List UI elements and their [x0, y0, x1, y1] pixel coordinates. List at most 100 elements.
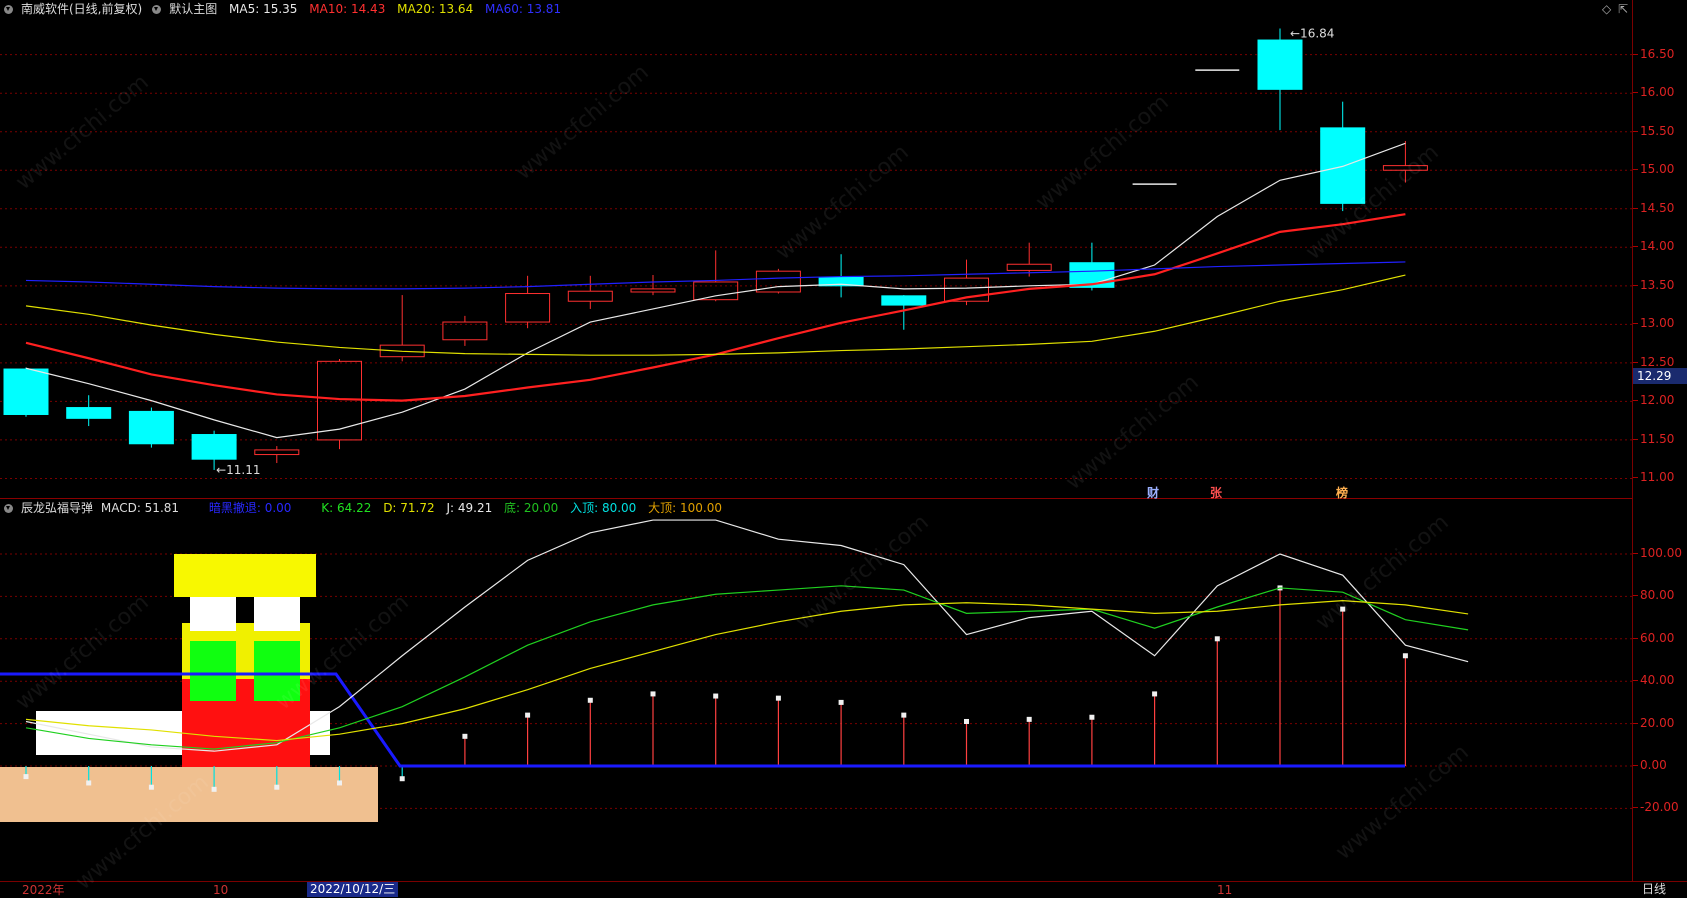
indicator-header: 辰龙弘福导弹 MACD: 51.81 暗黑撤退: 0.00 K: 64.22 D…	[0, 499, 730, 517]
price-tick-label: 14.50	[1633, 201, 1674, 215]
macd-bar-cap	[1214, 636, 1220, 642]
macd-bar-cap	[650, 691, 656, 697]
dark-retreat-value: 暗黑撤退: 0.00	[208, 501, 292, 515]
big-top-value: 大顶: 100.00	[648, 501, 722, 515]
price-tick-label: 12.50	[1633, 355, 1674, 369]
macd-bar-cap	[901, 712, 907, 718]
d-value: D: 71.72	[383, 501, 435, 515]
indicator-axis: 100.00 80.00 60.00 40.00 20.00 0.00 -20.00	[1633, 499, 1687, 881]
price-axis: 16.50 16.00 15.50 15.00 14.50 14.00 13.50 13.00…	[1633, 0, 1687, 498]
k-value: K: 64.22	[321, 501, 372, 515]
macd-bar-cap	[587, 697, 593, 703]
signal-block-green-left	[190, 641, 236, 701]
indicator-tick-label: 20.00	[1633, 716, 1674, 730]
current-price-marker: 12.29	[1633, 368, 1687, 384]
indicator-tick-label: 100.00	[1633, 546, 1682, 560]
macd-bar-cap	[1026, 716, 1032, 722]
high-price-label: ←16.84	[1290, 26, 1334, 40]
indicator-tick-label: 0.00	[1633, 758, 1667, 772]
macd-bar-cap	[399, 776, 405, 782]
candle-up	[944, 277, 989, 302]
k-line	[25, 585, 1469, 750]
indicator-tick-label: 80.00	[1633, 588, 1674, 602]
date-axis: 2022年 10 11	[0, 881, 1687, 898]
macd-bar-cap	[964, 718, 969, 724]
macd-bar-cap	[838, 699, 844, 705]
macd-bar-cap	[1402, 653, 1408, 659]
macd-bar-cap	[1089, 714, 1095, 720]
candle-up	[693, 281, 739, 301]
macd-bar-cap	[23, 774, 29, 780]
low-price-label: ←11.11	[216, 463, 260, 477]
candle-down	[128, 410, 174, 445]
ma60-line	[25, 261, 1406, 290]
bottom-value: 底: 20.00	[504, 501, 559, 515]
price-tick-label: 15.50	[1633, 124, 1674, 138]
candle-up	[1382, 165, 1428, 171]
indicator-tick-label: 60.00	[1633, 631, 1674, 645]
signal-block-green-right	[254, 641, 300, 701]
enter-top-value: 入顶: 80.00	[570, 501, 637, 515]
event-finance-marker[interactable]: 财	[1147, 486, 1160, 500]
stock-name-label[interactable]: 南威软件(日线,前复权)	[21, 2, 143, 16]
macd-bar-cap	[462, 733, 468, 739]
candle-down	[881, 295, 927, 306]
dark-retreat-line	[0, 672, 1405, 768]
macd-bar-cap	[525, 712, 531, 718]
month-oct-label: 10	[213, 883, 229, 897]
price-chart[interactable]: ←16.84 ←11.11	[0, 0, 1632, 498]
macd-value: MACD: 51.81	[100, 501, 180, 515]
collapse-menu-icon[interactable]	[4, 5, 13, 14]
price-tick-label: 11.00	[1633, 470, 1674, 484]
candle-up	[755, 270, 801, 293]
event-dragon-tiger-marker[interactable]: 榜	[1336, 486, 1349, 500]
candle-up	[317, 360, 362, 441]
d-line	[25, 600, 1469, 742]
expand-arrow-icon[interactable]: ⇱	[1618, 2, 1629, 16]
signal-block-white-left	[190, 597, 236, 631]
macd-bar-cap	[775, 695, 781, 701]
macd-bar-cap	[713, 693, 719, 699]
ma5-value: MA5: 15.35	[229, 2, 298, 16]
candle-up	[254, 449, 300, 456]
indicator-chart[interactable]	[0, 499, 1632, 881]
price-tick-label: 12.00	[1633, 393, 1674, 407]
template-name-label[interactable]: 默认主图	[169, 2, 218, 16]
price-tick-label: 16.50	[1633, 47, 1674, 61]
indicator-panel[interactable]: 辰龙弘福导弹 MACD: 51.81 暗黑撤退: 0.00 K: 64.22 D…	[0, 499, 1633, 881]
price-tick-label: 13.50	[1633, 278, 1674, 292]
macd-bar-cap	[211, 786, 217, 792]
ma20-value: MA20: 13.64	[397, 2, 474, 16]
price-tick-label: 14.00	[1633, 239, 1674, 253]
candle-down	[1257, 39, 1303, 90]
macd-bar-cap	[337, 780, 342, 786]
candle-up	[630, 288, 676, 293]
candle-down	[1320, 127, 1366, 204]
main-chart-header: 南威软件(日线,前复权) 默认主图 MA5: 15.35 MA10: 14.43 …	[0, 0, 569, 18]
price-tick-label: 13.00	[1633, 316, 1674, 330]
ma10-line	[25, 213, 1406, 402]
j-value: J: 49.21	[446, 501, 493, 515]
j-line	[25, 519, 1469, 752]
candle-up	[505, 293, 551, 323]
ma20-line	[25, 274, 1406, 356]
candle-up	[442, 321, 488, 341]
indicator-tick-label: -20.00	[1633, 800, 1679, 814]
period-label[interactable]: 日线	[1642, 882, 1667, 896]
indicator-name[interactable]: 辰龙弘福导弹	[21, 501, 94, 515]
candle-down	[191, 434, 237, 460]
candle-up	[1006, 263, 1052, 271]
ma60-value: MA60: 13.81	[485, 2, 562, 16]
candle-down	[3, 368, 49, 415]
indicator-menu-icon[interactable]	[4, 504, 13, 513]
candle-up	[379, 344, 425, 358]
signal-block-yellow-top	[174, 554, 316, 597]
macd-bar-cap	[148, 784, 154, 790]
diamond-icon[interactable]: ◇	[1602, 2, 1612, 16]
event-limit-up-marker[interactable]: 张	[1210, 486, 1223, 500]
main-chart-panel[interactable]: 南威软件(日线,前复权) 默认主图 MA5: 15.35 MA10: 14.43 …	[0, 0, 1633, 500]
ma5-line	[25, 142, 1406, 439]
macd-bar-cap	[274, 784, 280, 790]
template-menu-icon[interactable]	[152, 5, 162, 14]
ma10-value: MA10: 14.43	[309, 2, 386, 16]
